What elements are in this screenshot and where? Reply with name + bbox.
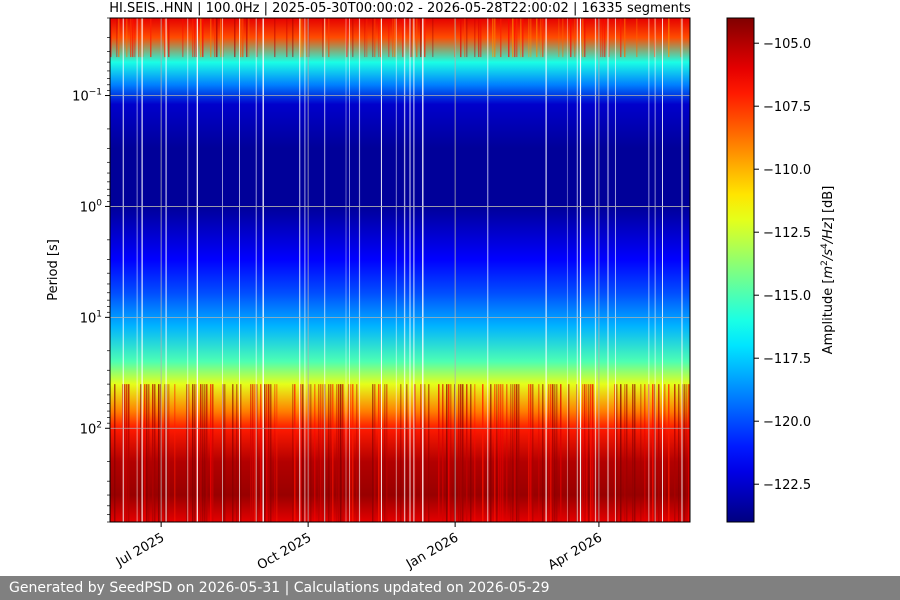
colorbar-label: Amplitude [m2/s4/Hz] [dB] bbox=[820, 186, 836, 355]
colorbar-tick-label: −120.0 bbox=[763, 415, 811, 430]
psd-chart: HI.SEIS..HNN | 100.0Hz | 2025-05-30T00:0… bbox=[46, 1, 836, 573]
colorbar-tick-label: −115.0 bbox=[763, 289, 811, 304]
grid bbox=[110, 18, 690, 522]
colorbar: −105.0 −107.5 −110.0 −112.5 −115.0 −117.5 −120… bbox=[726, 17, 836, 523]
y-tick-label: 101 bbox=[80, 309, 102, 326]
colorbar-tick-label: −112.5 bbox=[763, 226, 811, 241]
spectrogram-texture bbox=[110, 18, 690, 522]
colorbar-tick-label: −107.5 bbox=[763, 100, 811, 115]
colorbar-tick-label: −110.0 bbox=[763, 163, 811, 178]
y-tick-label: 100 bbox=[80, 198, 103, 215]
chart-title: HI.SEIS..HNN | 100.0Hz | 2025-05-30T00:0… bbox=[109, 1, 691, 16]
colorbar-tick-label: −105.0 bbox=[763, 37, 811, 52]
x-tick-label: Jan 2026 bbox=[403, 530, 461, 572]
plot-area bbox=[109, 17, 691, 523]
data-gaps bbox=[122, 18, 683, 522]
colorbar-tick-label: −117.5 bbox=[763, 352, 811, 367]
footer-bar: Generated by SeedPSD on 2026-05-31 | Cal… bbox=[0, 576, 900, 600]
colorbar-ticks: −105.0 −107.5 −110.0 −112.5 −115.0 −117.5 −120… bbox=[754, 37, 811, 493]
x-tick-label: Apr 2026 bbox=[546, 530, 605, 573]
y-tick-label: 10−1 bbox=[72, 88, 102, 105]
y-axis: 10−1 100 101 102 bbox=[72, 17, 110, 523]
y-tick-label: 102 bbox=[80, 420, 102, 437]
x-axis: Jul 2025 Oct 2025 Jan 2026 Apr 2026 bbox=[113, 522, 605, 573]
colorbar-gradient bbox=[726, 17, 755, 523]
plot-frame bbox=[109, 17, 691, 523]
footer-text: Generated by SeedPSD on 2026-05-31 | Cal… bbox=[9, 580, 550, 596]
colorbar-tick-label: −122.5 bbox=[763, 478, 811, 493]
x-tick-label: Jul 2025 bbox=[113, 530, 167, 570]
x-tick-label: Oct 2025 bbox=[255, 530, 314, 573]
y-axis-label: Period [s] bbox=[46, 239, 61, 301]
